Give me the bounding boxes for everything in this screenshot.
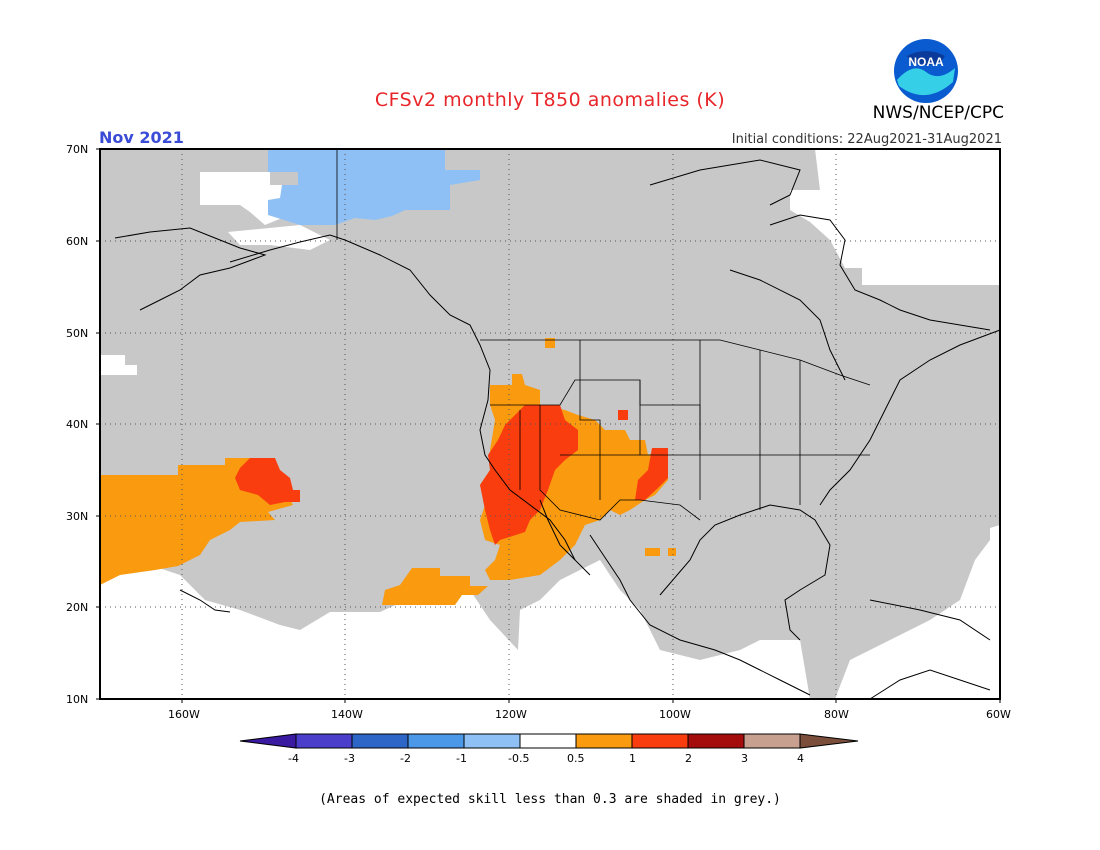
colorbar-label: -2 [400, 752, 411, 765]
red-anomaly-southwest [480, 405, 578, 545]
axis-ticks [96, 148, 1001, 703]
political-borders [336, 149, 871, 521]
light-blue-anomaly-region [268, 149, 480, 225]
white-patch-gulf-alaska [228, 225, 330, 250]
colorbar-swatch [351, 733, 409, 749]
colorbar-label: -3 [344, 752, 355, 765]
colorbar-swatch [575, 733, 633, 749]
lon-label: 160W [168, 708, 200, 721]
colorbar-label: 4 [797, 752, 804, 765]
lon-label: 140W [331, 708, 363, 721]
coastlines [114, 159, 1001, 700]
orange-anomaly-baja-south [382, 568, 488, 605]
colorbar-label: 0.5 [567, 752, 585, 765]
colorbar-swatch [631, 733, 689, 749]
colorbar-label: 2 [685, 752, 692, 765]
lat-label: 50N [66, 327, 89, 340]
agency-label: NWS/NCEP/CPC [872, 103, 1004, 123]
colorbar-label: -0.5 [508, 752, 530, 765]
colorbar-swatch [687, 733, 745, 749]
colorbar-swatch [295, 733, 353, 749]
forecast-period: Nov 2021 [99, 128, 184, 147]
colorbar-swatch [743, 733, 801, 749]
lat-label: 20N [66, 601, 89, 614]
lon-label: 120W [495, 708, 527, 721]
map-gridlines [100, 149, 1000, 699]
orange-anomaly-mexico-dots [645, 548, 676, 556]
orange-anomaly-nw [545, 338, 555, 348]
colorbar [239, 733, 859, 749]
lon-label: 100W [659, 708, 691, 721]
colorbar-swatch [463, 733, 521, 749]
red-anomaly-pacific [235, 458, 300, 505]
colorbar-swatch [519, 733, 577, 749]
colorbar-swatch [407, 733, 465, 749]
colorbar-low-arrow [239, 733, 297, 749]
noaa-logo-icon: NOAA [894, 39, 958, 103]
map-title: CFSv2 monthly T850 anomalies (K) [374, 89, 726, 111]
white-patch-pacific-north [100, 355, 137, 375]
lon-label: 60W [986, 708, 1011, 721]
colorbar-label: -4 [288, 752, 299, 765]
skill-footnote: (Areas of expected skill less than 0.3 a… [319, 792, 781, 807]
noaa-logo-text: NOAA [908, 55, 944, 69]
lat-label: 60N [66, 235, 89, 248]
colorbar-label: -1 [456, 752, 467, 765]
lat-label: 70N [66, 143, 89, 156]
red-anomaly-south-plains [635, 448, 668, 500]
colorbar-label: 3 [741, 752, 748, 765]
colorbar-high-arrow [799, 733, 859, 749]
lat-label: 30N [66, 510, 89, 523]
colorbar-label: 1 [629, 752, 636, 765]
lat-label: 10N [66, 693, 89, 706]
lon-label: 80W [824, 708, 849, 721]
red-anomaly-rockies [618, 410, 628, 420]
initial-conditions: Initial conditions: 22Aug2021-31Aug2021 [731, 132, 1002, 147]
lat-label: 40N [66, 418, 89, 431]
